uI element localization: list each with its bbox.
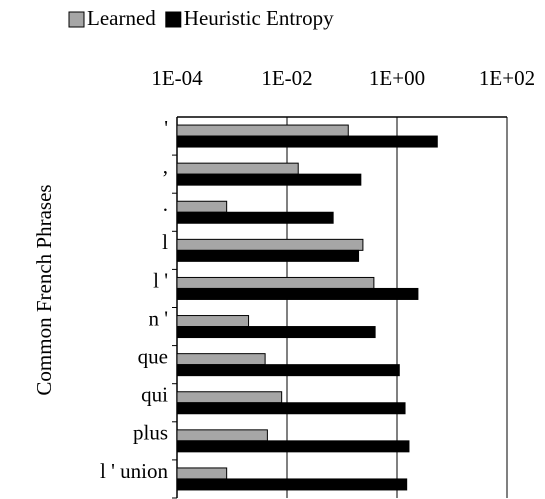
legend-label: Learned (87, 6, 156, 30)
bar (176, 200, 228, 213)
bar (176, 402, 406, 415)
bar (176, 391, 283, 404)
bar (176, 249, 360, 262)
x-tick-label: 1E-02 (261, 66, 312, 90)
y-tick-label: l (162, 230, 168, 254)
bar (176, 478, 408, 491)
y-tick-label: l ' union (100, 459, 168, 483)
bar (176, 238, 364, 251)
bar (176, 287, 419, 300)
bar (176, 276, 375, 289)
y-tick-label: . (163, 192, 168, 216)
y-tick-label: plus (133, 421, 168, 445)
legend-swatch (68, 11, 85, 28)
x-tick-label: 1E+02 (479, 66, 535, 90)
bar (176, 315, 250, 328)
bar (176, 124, 349, 137)
y-tick-label: n ' (148, 306, 168, 330)
bar (176, 135, 438, 148)
x-tick-label: 1E+00 (369, 66, 425, 90)
y-tick-label: que (138, 344, 168, 368)
y-tick-label: , (163, 154, 168, 178)
x-tick-label: 1E-04 (151, 66, 203, 90)
bar (176, 429, 268, 442)
bar (176, 326, 376, 339)
bar (176, 364, 400, 377)
y-tick-label: l ' (153, 268, 168, 292)
bar (176, 440, 410, 453)
y-tick-label: qui (141, 383, 168, 407)
y-axis-label: Common French Phrases (32, 184, 56, 395)
y-tick-label: ' (164, 116, 168, 140)
bar (176, 162, 299, 175)
bar (176, 173, 362, 186)
bar (176, 467, 228, 480)
bar (176, 353, 266, 366)
legend-swatch (165, 11, 182, 28)
bar (176, 211, 334, 224)
legend-label: Heuristic Entropy (184, 6, 334, 30)
